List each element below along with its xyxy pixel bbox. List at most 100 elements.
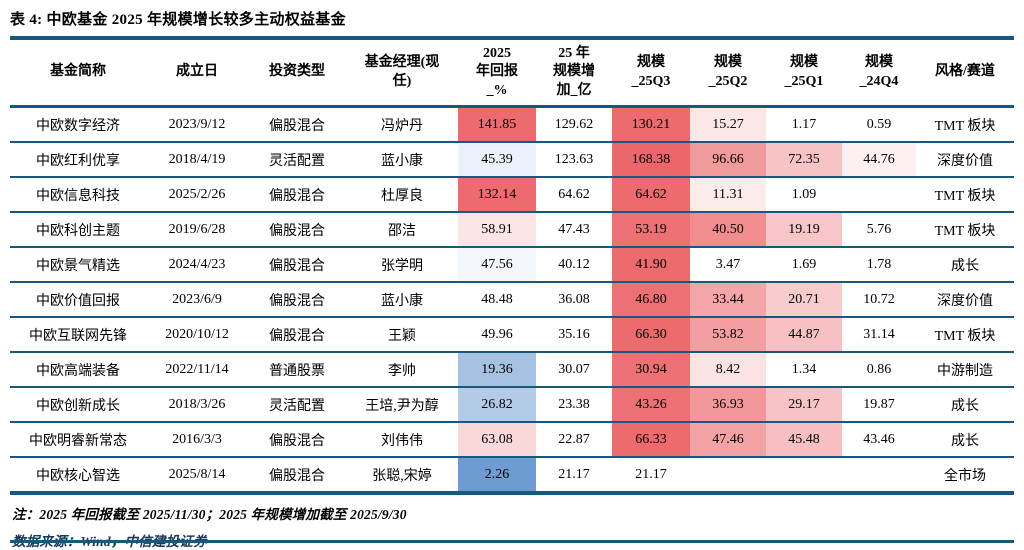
cell-fund-manager: 冯炉丹 xyxy=(381,118,423,134)
cell-investment-type: 偏股混合 xyxy=(269,118,325,134)
cell-style-track: 深度价值 xyxy=(916,141,1014,177)
column-header-investment-type: 投资类型 xyxy=(248,38,346,108)
cell-scale-25q3: 53.19 xyxy=(612,211,690,247)
note-line: 注：2025 年回报截至 2025/11/30；2025 年规模增加截至 202… xyxy=(12,507,407,522)
cell-scale-25q1: 1.09 xyxy=(766,176,842,212)
cell-style-track: 成长 xyxy=(916,421,1014,457)
cell-scale-25q2 xyxy=(690,456,766,493)
cell-scale-24q4: 0.86 xyxy=(842,351,916,387)
cell-inception-date: 2025/8/14 xyxy=(146,456,248,493)
cell-scale-25q3: 41.90 xyxy=(612,246,690,282)
table-row: 中欧明睿新常态 2016/3/3 偏股混合 刘伟伟 63.08 22.87 66.33 47.… xyxy=(10,421,1014,457)
cell-investment-type: 灵活配置 xyxy=(248,141,346,177)
cell-fund-name: 中欧互联网先锋 xyxy=(10,316,146,352)
cell-scale-24q4: 43.46 xyxy=(842,421,916,457)
column-header-style-track: 风格/赛道 xyxy=(916,38,1014,108)
column-header-inception-date: 成立日 xyxy=(146,38,248,108)
cell-return-2025-pct: 26.82 xyxy=(458,386,536,422)
cell-scale-24q4 xyxy=(842,176,916,212)
column-header-scale-25q2: 规模 _25Q2 xyxy=(690,38,766,108)
cell-inception-date: 2024/4/23 xyxy=(146,246,248,282)
cell-fund-manager: 蓝小康 xyxy=(346,141,458,177)
cell-fund-manager: 李帅 xyxy=(346,351,458,387)
cell-scale-25q2: 96.66 xyxy=(690,141,766,177)
cell-style-track: TMT 板块 xyxy=(934,118,996,134)
cell-fund-manager: 王颖 xyxy=(346,316,458,352)
cell-fund-manager: 张学明 xyxy=(346,246,458,282)
bottom-rule xyxy=(10,540,1014,543)
cell-scale-25q1: 44.87 xyxy=(766,316,842,352)
cell-scale-25q1: 45.48 xyxy=(766,421,842,457)
table-row: 中欧核心智选 2025/8/14 偏股混合 张聪,宋婷 2.26 21.17 21.17 全市… xyxy=(10,456,1014,493)
cell-investment-type: 灵活配置 xyxy=(248,386,346,422)
cell-return-2025-pct: 45.39 xyxy=(458,141,536,177)
cell-fund-name: 中欧核心智选 xyxy=(10,456,146,493)
cell-scale-25q3: 43.26 xyxy=(612,386,690,422)
cell-scale-25q1: 72.35 xyxy=(766,141,842,177)
cell-scale-increase-25: 64.62 xyxy=(536,176,612,212)
cell-return-2025-pct: 58.91 xyxy=(458,211,536,247)
column-header-scale-increase-25: 25 年 规模增 加_亿 xyxy=(536,38,612,108)
cell-return-2025-pct: 19.36 xyxy=(458,351,536,387)
cell-style-track: 成长 xyxy=(916,386,1014,422)
table-row: 中欧价值回报 2023/6/9 偏股混合 蓝小康 48.48 36.08 46.80 33.4… xyxy=(10,281,1014,317)
cell-scale-25q1: 1.17 xyxy=(791,116,817,132)
cell-scale-24q4: 0.59 xyxy=(866,116,892,132)
cell-scale-24q4 xyxy=(842,456,916,493)
cell-scale-25q3: 64.62 xyxy=(612,176,690,212)
cell-scale-24q4: 19.87 xyxy=(842,386,916,422)
table-row: 中欧科创主题 2019/6/28 偏股混合 邵洁 58.91 47.43 53.19 40.5… xyxy=(10,211,1014,247)
cell-scale-increase-25: 30.07 xyxy=(536,351,612,387)
cell-scale-25q3: 21.17 xyxy=(612,456,690,493)
table-title: 表 4: 中欧基金 2025 年规模增长较多主动权益基金 xyxy=(10,12,346,28)
cell-scale-increase-25: 129.62 xyxy=(554,116,594,132)
cell-scale-increase-25: 40.12 xyxy=(536,246,612,282)
cell-style-track: 中游制造 xyxy=(916,351,1014,387)
cell-inception-date: 2022/11/14 xyxy=(146,351,248,387)
table-row: 中欧红利优享 2018/4/19 灵活配置 蓝小康 45.39 123.63 168.38 9… xyxy=(10,141,1014,177)
table-row: 中欧高端装备 2022/11/14 普通股票 李帅 19.36 30.07 30.94 8.4… xyxy=(10,351,1014,387)
cell-scale-25q3: 130.21 xyxy=(612,106,690,142)
cell-style-track: 深度价值 xyxy=(916,281,1014,317)
table-row: 中欧互联网先锋 2020/10/12 偏股混合 王颖 49.96 35.16 66.30 53… xyxy=(10,316,1014,352)
cell-return-2025-pct: 48.48 xyxy=(458,281,536,317)
cell-return-2025-pct: 132.14 xyxy=(458,176,536,212)
cell-investment-type: 偏股混合 xyxy=(248,316,346,352)
cell-scale-25q3: 30.94 xyxy=(612,351,690,387)
cell-return-2025-pct: 47.56 xyxy=(458,246,536,282)
cell-scale-increase-25: 123.63 xyxy=(536,141,612,177)
cell-fund-manager: 蓝小康 xyxy=(346,281,458,317)
column-header-scale-25q1: 规模 _25Q1 xyxy=(766,38,842,108)
cell-inception-date: 2023/6/9 xyxy=(146,281,248,317)
cell-inception-date: 2025/2/26 xyxy=(146,176,248,212)
cell-style-track: TMT 板块 xyxy=(916,176,1014,212)
cell-fund-name: 中欧价值回报 xyxy=(10,281,146,317)
cell-scale-25q1 xyxy=(766,456,842,493)
table-row: 中欧数字经济 2023/9/12 偏股混合 冯炉丹 141.85 129.62 130.21… xyxy=(10,106,1014,142)
cell-investment-type: 偏股混合 xyxy=(248,176,346,212)
cell-return-2025-pct: 2.26 xyxy=(458,456,536,493)
cell-fund-manager: 张聪,宋婷 xyxy=(346,456,458,493)
cell-scale-25q1: 20.71 xyxy=(766,281,842,317)
cell-inception-date: 2016/3/3 xyxy=(146,421,248,457)
cell-inception-date: 2019/6/28 xyxy=(146,211,248,247)
cell-fund-manager: 刘伟伟 xyxy=(346,421,458,457)
cell-style-track: TMT 板块 xyxy=(916,316,1014,352)
cell-inception-date: 2018/4/19 xyxy=(146,141,248,177)
cell-scale-25q2: 47.46 xyxy=(690,421,766,457)
cell-scale-25q3: 168.38 xyxy=(612,141,690,177)
cell-fund-name: 中欧信息科技 xyxy=(10,176,146,212)
cell-fund-name: 中欧数字经济 xyxy=(36,118,120,134)
column-header-return-2025-pct: 2025 年回报 _% xyxy=(458,38,536,108)
cell-scale-increase-25: 23.38 xyxy=(536,386,612,422)
table-row: 中欧创新成长 2018/3/26 灵活配置 王培,尹为醇 26.82 23.38 43.26… xyxy=(10,386,1014,422)
cell-fund-name: 中欧科创主题 xyxy=(10,211,146,247)
column-header-fund-name: 基金简称 xyxy=(10,38,146,108)
table-row: 中欧景气精选 2024/4/23 偏股混合 张学明 47.56 40.12 41.90 3.4… xyxy=(10,246,1014,282)
table-header-row: 基金简称 成立日 投资类型 基金经理(现 任) 2025 年回报 _% 25 年 规模增 … xyxy=(10,38,1014,108)
cell-style-track: TMT 板块 xyxy=(916,211,1014,247)
cell-inception-date: 2020/10/12 xyxy=(146,316,248,352)
cell-scale-25q3: 66.30 xyxy=(612,316,690,352)
cell-scale-25q2: 36.93 xyxy=(690,386,766,422)
cell-inception-date: 2023/9/12 xyxy=(168,116,226,132)
